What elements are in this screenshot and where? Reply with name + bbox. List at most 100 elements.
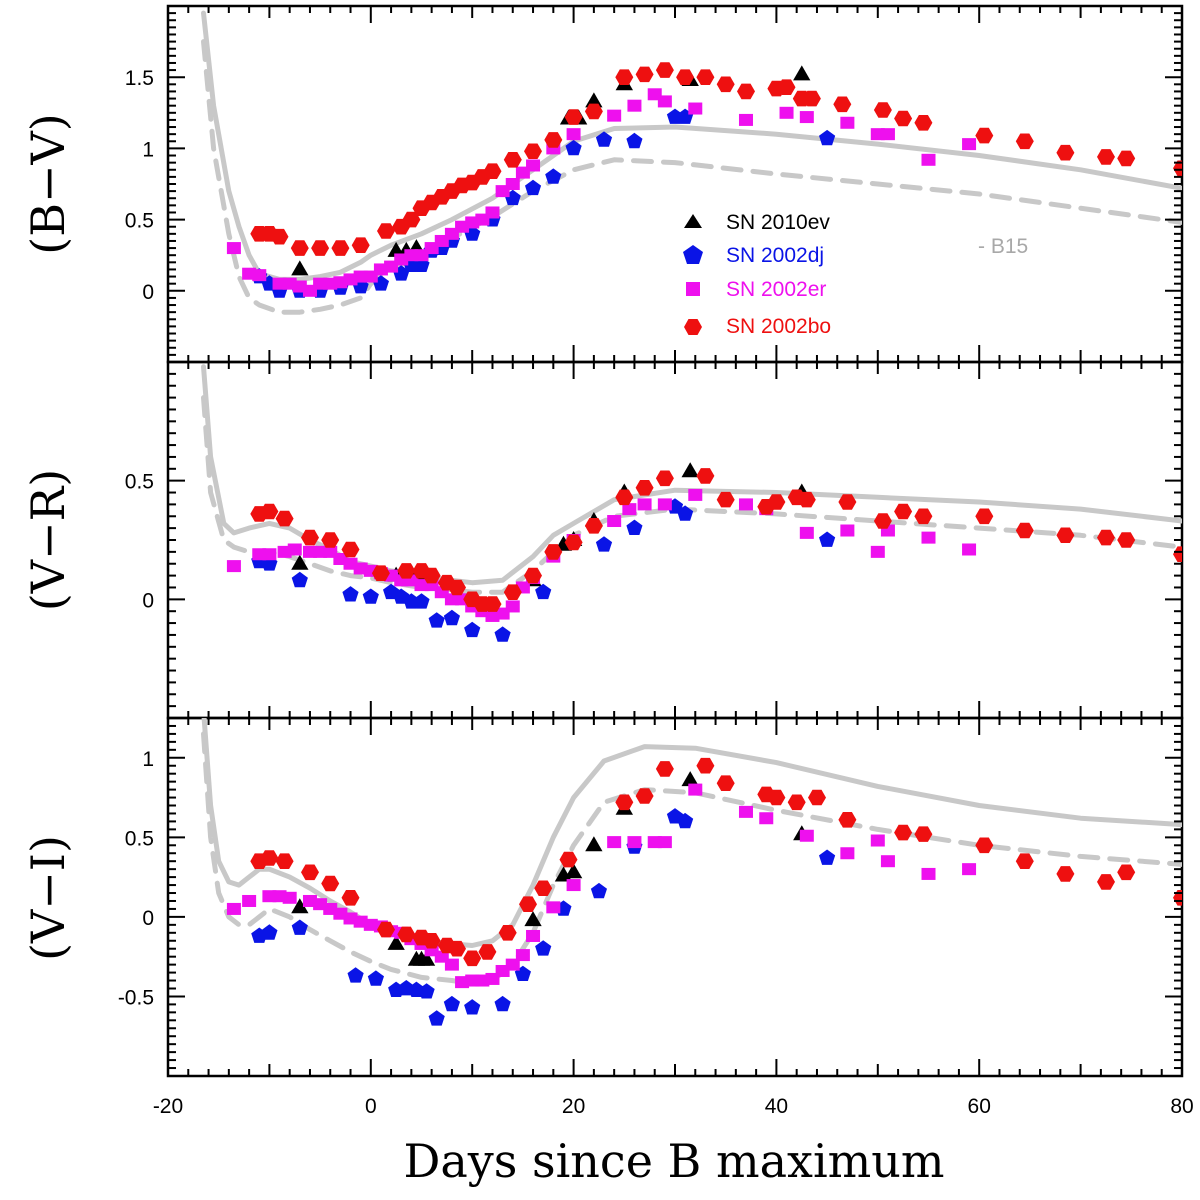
vr-sn2002er-point <box>657 498 672 511</box>
bv-series-sn2002er <box>226 88 977 297</box>
vi-sn2002bo-point <box>534 880 553 896</box>
vi-sn2010ev-point <box>585 836 603 852</box>
vr-sn2002bo-point <box>341 541 360 558</box>
vr-sn2010ev-point <box>291 554 309 570</box>
vr-sn2002dj-point <box>677 505 694 521</box>
vr-sn2002dj-point <box>413 593 430 609</box>
legend-label-sn2002bo: SN 2002bo <box>726 315 831 338</box>
bv-plot-layer <box>201 10 1182 315</box>
bv-sn2010ev-point <box>793 65 811 81</box>
vi-sn2002er-point <box>870 834 885 847</box>
vr-sn2002bo-point <box>301 529 319 546</box>
bv-sn2002bo-point <box>655 62 674 78</box>
panel-vr: (V−R) <box>21 469 75 611</box>
vi-sn2002bo-point <box>260 850 279 866</box>
vr-sn2002bo-point <box>260 503 279 520</box>
x-tick-label: 60 <box>968 1095 991 1118</box>
vr-sn2002dj-point <box>428 612 445 628</box>
vr-sn2002er-point <box>262 548 277 561</box>
vi-sn2002bo-point <box>716 775 735 791</box>
vr-sn2002bo-point <box>1056 527 1075 543</box>
vi-series-sn2002bo <box>250 757 1182 967</box>
vi-sn2002bo-point <box>696 757 715 774</box>
bv-sn2002er-point <box>526 159 541 172</box>
vr-frame <box>166 360 1184 720</box>
vr-sn2002er-point <box>287 543 302 556</box>
vr-sn2002dj-point <box>291 571 308 588</box>
vr-sn2002dj-point <box>595 536 613 552</box>
bv-model-solid-line <box>201 10 1182 282</box>
vi-sn2002bo-point <box>301 864 319 881</box>
vr-series-sn2002dj <box>251 498 836 642</box>
bv-sn2002bo-point <box>503 152 522 168</box>
bv-sn2002bo-point <box>676 69 695 85</box>
vi-sn2002bo-point <box>787 794 806 811</box>
legend-marker-sn2002bo <box>684 319 702 335</box>
bv-sn2002dj-point <box>626 132 643 149</box>
vi-sn2002dj-point <box>464 999 481 1015</box>
bv-sn2002er-point <box>799 111 814 124</box>
vi-sn2002bo-point <box>377 921 395 938</box>
vr-sn2002bo-point <box>397 563 416 579</box>
vr-sn2002bo-point <box>975 508 994 525</box>
bv-sn2002bo-point <box>1117 150 1136 167</box>
vr-sn2002bo-point <box>914 508 933 525</box>
legend-marker-sn2010ev <box>684 214 702 228</box>
vr-sn2002bo-point <box>371 565 390 581</box>
vr-y-tick-label: 0 <box>142 589 154 612</box>
vr-sn2002bo-point <box>894 503 913 520</box>
bv-sn2002dj-point <box>565 139 582 156</box>
vi-sn2002dj-point <box>535 940 552 956</box>
vi-sn2002bo-point <box>1117 864 1136 881</box>
model-label-b15: - B15 <box>978 235 1028 258</box>
bv-sn2002bo-point <box>833 96 852 113</box>
vr-sn2002dj-point <box>362 588 379 604</box>
vr-sn2002bo-point <box>635 480 654 496</box>
vr-sn2002er-point <box>799 526 814 539</box>
vr-sn2002er-point <box>962 543 977 556</box>
vi-sn2002er-point <box>242 894 257 907</box>
bv-sn2002bo-point <box>311 240 330 256</box>
vi-sn2002bo-point <box>478 944 497 960</box>
vi-sn2002bo-point <box>498 925 517 941</box>
bv-sn2002bo-point <box>564 109 583 125</box>
bv-sn2002bo-point <box>777 79 796 95</box>
bv-sn2002bo-point <box>351 237 370 253</box>
legend: SN 2010ev SN 2002dj SN 2002er SN 2002bo … <box>683 211 1028 338</box>
bv-sn2002bo-point <box>975 127 994 144</box>
vi-sn2002bo-point <box>615 794 634 811</box>
vr-y-tick-label: 0.5 <box>125 471 154 494</box>
bv-sn2002er-point <box>627 99 642 112</box>
vi-sn2002er-point <box>688 783 703 796</box>
bv-sn2002er-point <box>252 269 267 282</box>
vi-sn2002bo-point <box>341 890 360 906</box>
bv-sn2002bo-point <box>524 143 542 159</box>
vr-sn2002bo-point <box>1097 529 1115 546</box>
bv-sn2002er-point <box>880 128 895 141</box>
vi-sn2002er-point <box>657 836 672 849</box>
bv-sn2002bo-point <box>1056 144 1075 161</box>
bv-sn2002bo-point <box>1015 133 1034 150</box>
vi-model-solid-line <box>201 718 1182 948</box>
vr-sn2002dj-point <box>464 621 481 638</box>
vi-sn2002bo-point <box>808 789 826 806</box>
vi-y-axis-label: (V−I) <box>21 835 75 961</box>
vr-sn2002bo-point <box>873 513 892 529</box>
panel-vi: (V−I) <box>21 835 75 961</box>
vi-sn2002dj-point <box>418 983 435 999</box>
legend-label-sn2002er: SN 2002er <box>726 278 826 301</box>
vr-sn2002er-point <box>921 531 936 544</box>
vi-sn2002er-point <box>759 812 774 825</box>
bv-sn2002bo-point <box>483 163 502 179</box>
bv-plot-area: 0 0.5 1 1.5 <box>125 4 1184 364</box>
legend-marker-sn2002dj <box>683 245 703 264</box>
bv-sn2002bo-point <box>1173 160 1182 177</box>
bv-sn2002bo-point <box>544 132 563 148</box>
vr-sn2002bo-point <box>797 491 816 508</box>
vi-y-tick-label: -0.5 <box>118 986 154 1009</box>
bv-sn2002er-point <box>738 113 753 126</box>
bv-y-axis-label: (B−V) <box>21 113 75 254</box>
vi-sn2002er-point <box>962 863 977 876</box>
vi-sn2002bo-point <box>422 933 441 949</box>
vi-sn2002dj-point <box>291 919 308 935</box>
